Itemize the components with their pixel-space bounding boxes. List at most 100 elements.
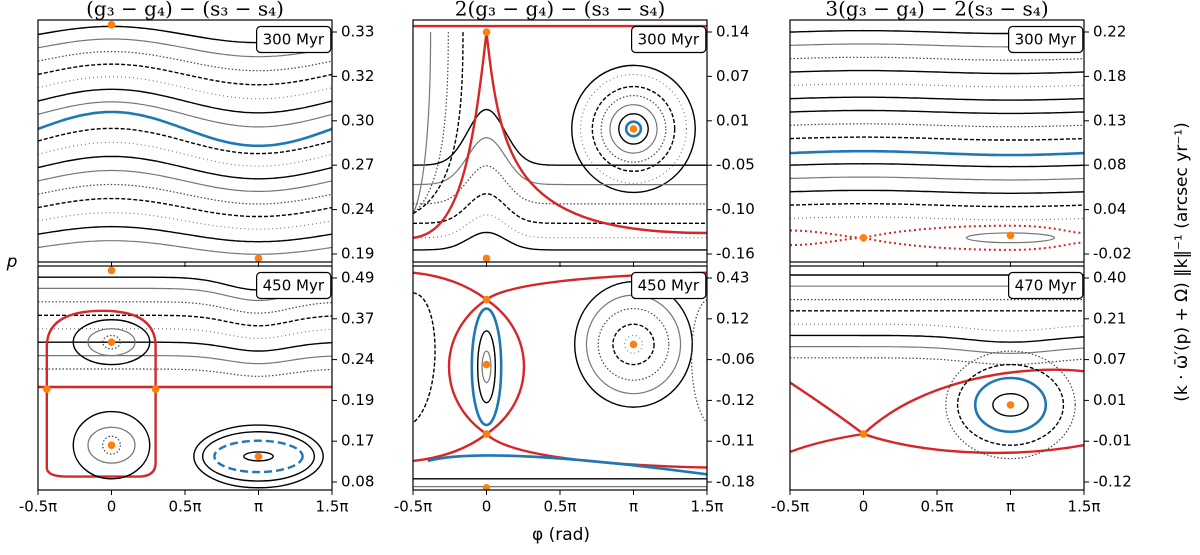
trajectory [38,341,332,352]
trajectory [38,76,332,100]
trajectory [612,323,655,366]
column-title: 3(g₃ − g₄) − 2(s₃ − s₄) [825,0,1048,21]
trajectory [38,63,332,86]
trajectory [102,435,121,455]
x-tick-label: 0.5π [544,498,577,516]
panel-label-box [631,271,707,300]
y-tick-label: 0.07 [716,67,749,85]
fixed-point [482,430,491,438]
trajectory [38,110,332,148]
trajectory [790,83,1084,88]
trajectory [790,149,1084,157]
separatrix [690,299,707,424]
panel-label-box [256,271,332,300]
fixed-point [629,125,638,133]
separatrix [427,454,707,476]
y-tick-label: 0.22 [1093,23,1126,41]
fixed-point [859,430,868,438]
fixed-point [107,338,116,346]
panel-frame [789,19,1085,263]
trajectory [38,101,332,128]
y-axis-label: p [6,252,18,272]
trajectory [72,410,151,480]
y-tick-label: 0.21 [1093,309,1126,327]
separatrix [790,224,1084,239]
y-tick-label: -0.01 [1093,432,1132,450]
trajectory [413,231,707,251]
x-tick-label: -0.5π [771,498,809,516]
x-tick-label: 1.5π [1068,498,1101,516]
trajectory [243,451,274,462]
y-tick-label: 0.19 [341,391,374,409]
fixed-point [482,28,491,36]
trajectory [38,38,332,58]
trajectory [790,176,1084,181]
y-tick-label: 0.12 [716,309,749,327]
trajectory [38,301,332,314]
y-tick-label: 0.14 [716,23,749,41]
fixed-point [482,295,491,304]
separatrix [413,31,707,239]
panel-label: 450 Myr [638,277,700,295]
trajectory [38,183,332,205]
y-tick-label: -0.02 [1093,245,1132,263]
y-tick-label: 0.37 [341,309,374,327]
trajectory [790,357,1084,366]
y-tick-label: 0.40 [1093,269,1126,287]
x-tick-label: 0 [107,498,117,516]
trajectory [973,376,1048,434]
y-tick-label: 0.43 [716,269,749,287]
trajectory [790,136,1084,141]
y-tick-label: -0.16 [716,245,755,263]
trajectory [38,155,332,180]
panel-label-box [1008,271,1084,300]
fixed-point [254,452,263,461]
trajectory [38,355,332,365]
x-tick-label: 0 [482,498,492,516]
trajectory [790,162,1084,168]
trajectory [790,189,1084,195]
y-tick-label: -0.12 [1093,473,1132,491]
panel-label: 300 Myr [263,31,325,49]
trajectory [790,202,1084,208]
separatrix [45,391,157,478]
panel-plot [790,274,1084,460]
y2-axis-label: (k · ω̄′(p) + Ω) ‖k‖⁻¹ (arcsec yr⁻¹) [1172,122,1192,402]
panel-frame [37,19,333,263]
y-tick-label: -0.10 [716,200,755,218]
x-tick-label: 0.5π [169,498,202,516]
trajectory [624,120,643,138]
fixed-point [107,266,116,275]
trajectory [38,225,332,243]
trajectory [201,431,316,482]
y-tick-label: 0.32 [341,67,374,85]
trajectory [213,439,304,474]
y-tick-label: -0.11 [716,432,755,450]
trajectory [790,323,1084,332]
trajectory [591,85,676,172]
trajectory [193,424,324,489]
y-tick-label: 0.49 [341,269,374,287]
fixed-point [107,441,116,450]
y-tick-label: 0.08 [1093,156,1126,174]
fixed-point [482,483,491,490]
x-axis-label: φ (rad) [532,525,590,545]
panel-plot [38,21,332,262]
y-tick-label: 0.27 [341,156,374,174]
trajectory [87,328,136,357]
y-tick-label: 0.01 [1093,391,1126,409]
x-tick-label: π [1006,498,1015,516]
trajectory [413,108,707,166]
trajectory [790,56,1084,61]
panel-label: 300 Myr [638,31,700,49]
trajectory [790,346,1084,355]
trajectory [38,169,332,192]
trajectory [38,328,332,339]
panel-plot [413,24,707,262]
y-tick-label: -0.05 [716,156,755,174]
x-tick-label: 0.5π [921,498,954,516]
separatrix [413,292,436,424]
fixed-point [482,254,491,262]
